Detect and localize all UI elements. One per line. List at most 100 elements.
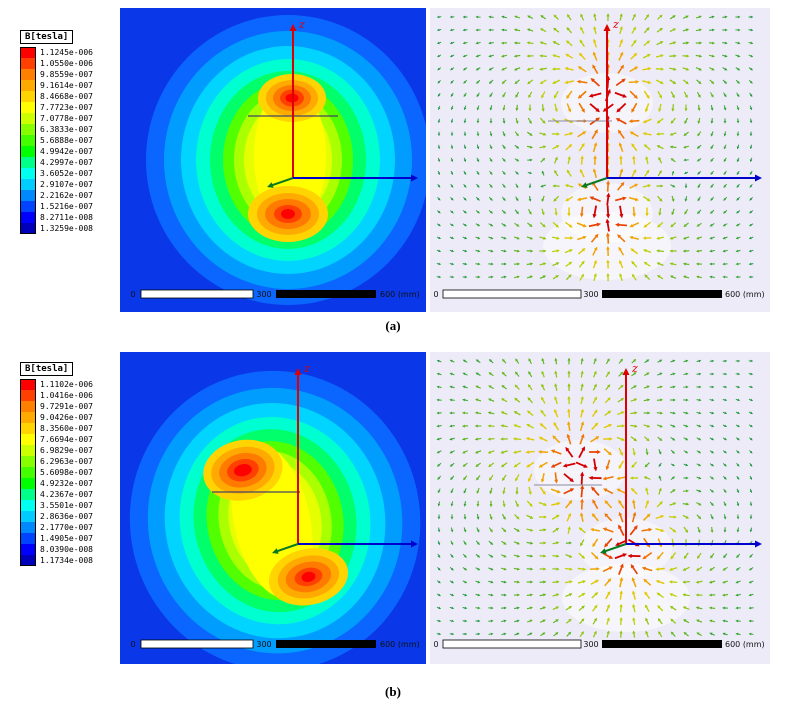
legend-row: 6.9829e-007 [20, 445, 93, 456]
legend-swatch [20, 135, 36, 146]
legend-row: 3.6052e-007 [20, 168, 93, 179]
legend-swatch [20, 489, 36, 500]
legend-value: 1.5216e-007 [40, 202, 93, 211]
legend-swatch [20, 223, 36, 234]
legend-swatch [20, 168, 36, 179]
scale-label-300: 300 [256, 290, 271, 299]
legend-swatch [20, 124, 36, 135]
legend-value: 6.3833e-007 [40, 125, 93, 134]
legend-row: 1.1734e-008 [20, 555, 93, 566]
legend-swatch [20, 91, 36, 102]
legend-row: 7.6694e-007 [20, 434, 93, 445]
legend-value: 3.5501e-007 [40, 501, 93, 510]
legend-value: 8.2711e-008 [40, 213, 93, 222]
legend-value: 1.1734e-008 [40, 556, 93, 565]
legend-value: 9.7291e-007 [40, 402, 93, 411]
panel-label-a: (a) [385, 318, 401, 333]
legend-swatch [20, 445, 36, 456]
legend-value: 5.6098e-007 [40, 468, 93, 477]
legend-value: 9.0426e-007 [40, 413, 93, 422]
legend-row: 9.0426e-007 [20, 412, 93, 423]
legend-value: 4.2997e-007 [40, 158, 93, 167]
z-axis-label: z [631, 362, 638, 375]
legend-swatch [20, 80, 36, 91]
scale-label-0: 0 [433, 640, 438, 649]
scale-label-300: 300 [256, 640, 271, 649]
z-axis-label: z [612, 18, 619, 31]
scale-label-300: 300 [583, 290, 598, 299]
legend-swatch [20, 412, 36, 423]
legend-value: 3.6052e-007 [40, 169, 93, 178]
legend-value: 5.6888e-007 [40, 136, 93, 145]
legend-swatch [20, 478, 36, 489]
legend-value: 4.9232e-007 [40, 479, 93, 488]
scale-bar: 0 300 600 (mm) [433, 289, 765, 299]
legend-row: 4.2367e-007 [20, 489, 93, 500]
z-axis-label: z [298, 18, 305, 31]
legend-row: 5.6888e-007 [20, 135, 93, 146]
legend-color-scale: 1.1102e-006 1.0416e-006 9.7291e-007 9.0426e… [20, 379, 93, 566]
scale-label-0: 0 [130, 290, 135, 299]
legend-value: 7.0778e-007 [40, 114, 93, 123]
legend-value: 7.6694e-007 [40, 435, 93, 444]
legend-value: 6.9829e-007 [40, 446, 93, 455]
legend-swatch [20, 467, 36, 478]
scale-label-600: 600 (mm) [725, 640, 765, 649]
legend-row: 1.1102e-006 [20, 379, 93, 390]
legend-row: 1.0416e-006 [20, 390, 93, 401]
vector-plot-a: z 0 300 600 (mm) [430, 8, 770, 312]
legend-color-scale: 1.1245e-006 1.0550e-006 9.8559e-007 9.1614e… [20, 47, 93, 234]
vector-arrows [436, 357, 754, 638]
legend-row: 9.7291e-007 [20, 401, 93, 412]
legend-row: 8.0390e-008 [20, 544, 93, 555]
legend-value: 2.9107e-007 [40, 180, 93, 189]
legend-swatch [20, 212, 36, 223]
legend-swatch [20, 533, 36, 544]
legend-swatch [20, 522, 36, 533]
contour-bands [129, 370, 421, 664]
vector-arrows [436, 13, 754, 282]
legend-row: 9.1614e-007 [20, 80, 93, 91]
axes: z [272, 362, 418, 554]
legend-value: 2.1770e-007 [40, 523, 93, 532]
scale-label-600: 600 (mm) [380, 640, 420, 649]
legend-row: 4.9942e-007 [20, 146, 93, 157]
legend-row: 6.2963e-007 [20, 456, 93, 467]
contour-bands [146, 15, 426, 305]
legend-value: 7.7723e-007 [40, 103, 93, 112]
legend-swatch [20, 146, 36, 157]
scale-bar: 0 300 600 (mm) [433, 639, 765, 649]
legend-swatch [20, 201, 36, 212]
legend-value: 1.4905e-007 [40, 534, 93, 543]
legend-row: 4.9232e-007 [20, 478, 93, 489]
legend-swatch [20, 179, 36, 190]
legend-row: 1.4905e-007 [20, 533, 93, 544]
legend-row: 4.2997e-007 [20, 157, 93, 168]
legend-value: 8.3560e-007 [40, 424, 93, 433]
legend-value: 1.0550e-006 [40, 59, 93, 68]
legend-row: 1.0550e-006 [20, 58, 93, 69]
legend-value: 1.1245e-006 [40, 48, 93, 57]
legend-value: 2.2162e-007 [40, 191, 93, 200]
legend-title: B[tesla] [20, 30, 74, 44]
legend-swatch [20, 511, 36, 522]
z-axis-label: z [303, 362, 310, 375]
legend-swatch [20, 401, 36, 412]
contour-plot-a: z 0 300 600 (mm) [120, 8, 426, 312]
legend-row: 1.3259e-008 [20, 223, 93, 234]
legend-value: 8.4668e-007 [40, 92, 93, 101]
legend-value: 4.9942e-007 [40, 147, 93, 156]
legend-row: 8.2711e-008 [20, 212, 93, 223]
axes: z [581, 18, 762, 188]
legend-swatch [20, 58, 36, 69]
panel-label-b: (b) [385, 684, 401, 699]
legend-value: 6.2963e-007 [40, 457, 93, 466]
legend-swatch [20, 69, 36, 80]
legend-swatch [20, 190, 36, 201]
axes: z [600, 362, 762, 554]
scale-label-0: 0 [433, 290, 438, 299]
legend-row: 1.5216e-007 [20, 201, 93, 212]
legend-row: 1.1245e-006 [20, 47, 93, 58]
legend-row: 7.0778e-007 [20, 113, 93, 124]
